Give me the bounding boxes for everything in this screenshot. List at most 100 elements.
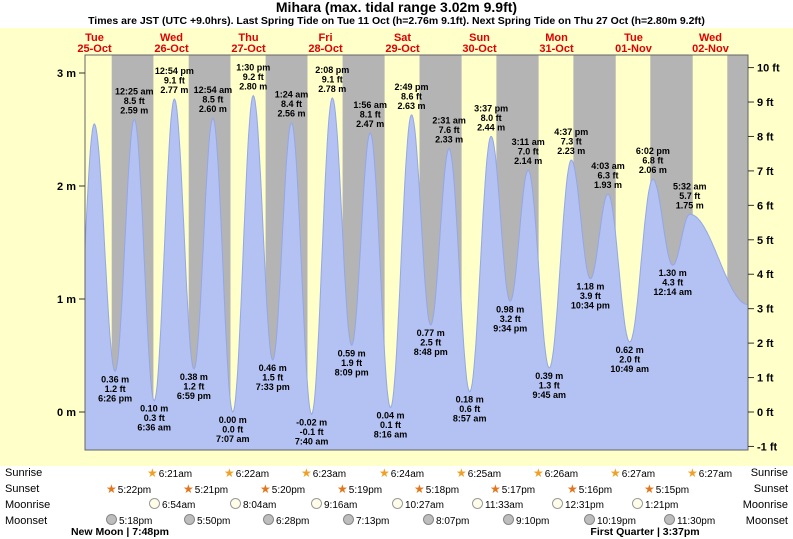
astro-times-panel: Sunrise Sunrise ★6:21am ★6:22am ★6:23am ★6:24…	[0, 466, 793, 539]
moon-phase-label: First Quarter | 3:37pm	[590, 526, 700, 538]
moonset-time: 10:19pm	[584, 514, 636, 529]
sunset-star-icon: ★	[490, 482, 501, 496]
moonrise-circle-icon	[149, 498, 160, 509]
moonset-time: 7:13pm	[343, 514, 389, 529]
tide-label-line: 8.0 ft	[481, 113, 502, 123]
sunset-star-icon: ★	[414, 482, 425, 496]
tide-high-label: 4:37 pm7.3 ft2.23 m	[554, 127, 588, 156]
moonset-circle-icon	[263, 514, 274, 525]
tide-chart-svg: Tue25-OctWed26-OctThu27-OctFri28-OctSat2…	[57, 32, 780, 454]
sunrise-star-icon: ★	[301, 466, 312, 480]
tide-label-line: 8:48 pm	[414, 347, 448, 357]
y-axis-right-label: -1 ft	[757, 441, 778, 453]
tide-high-label: 2:08 pm9.1 ft2.78 m	[315, 65, 349, 94]
tide-label-line: 4:37 pm	[554, 127, 588, 137]
tide-label-line: 6:59 pm	[177, 391, 211, 401]
axes: 3 m 2 m 1 m 0 m 10 ft 9 ft 8 ft 7 ft 6 ft 5 ft 4 f…	[57, 63, 780, 454]
y-axis-right-label: 6 ft	[757, 200, 774, 212]
sunset-star-icon: ★	[260, 482, 271, 496]
tide-label-line: 0.1 ft	[380, 420, 401, 430]
sunset-caption-left: Sunset	[5, 483, 40, 495]
tide-label-line: 0.77 m	[417, 328, 445, 338]
day-label-weekday: Mon	[545, 32, 568, 44]
moon-phase-label: New Moon | 7:48pm	[70, 526, 170, 538]
astro-row-sunset: Sunset Sunset ★5:22pm ★5:21pm ★5:20pm ★5:19pm…	[0, 482, 793, 498]
tide-label-line: 12:25 am	[115, 86, 154, 96]
sunset-time: ★5:20pm	[260, 482, 306, 496]
tide-label-line: 9.1 ft	[164, 76, 185, 86]
tide-label-line: 0.10 m	[140, 404, 168, 414]
tide-label-line: 0.0 ft	[222, 425, 243, 435]
chart-subtitle: Times are JST (UTC +9.0hrs). Last Spring…	[88, 15, 705, 27]
tide-label-line: 1.30 m	[659, 268, 687, 278]
sunset-time: ★5:15pm	[644, 482, 690, 496]
tide-label-line: 7.0 ft	[518, 147, 539, 157]
moonset-circle-icon	[106, 514, 117, 525]
tide-label-line: 7.3 ft	[561, 137, 582, 147]
tide-label-line: 3:37 pm	[474, 103, 508, 113]
plot-border	[84, 54, 749, 451]
y-axis-left-label: 2 m	[57, 181, 76, 193]
tide-label-line: 7:07 am	[216, 434, 250, 444]
tide-high-label: 12:25 am8.5 ft2.59 m	[115, 86, 154, 115]
moonset-time: 8:07pm	[423, 514, 469, 529]
sunset-time: ★5:19pm	[337, 482, 383, 496]
sunrise-time: ★6:23am	[301, 466, 347, 480]
tide-label-line: 1.3 ft	[539, 380, 560, 390]
y-axis-right-label: 3 ft	[757, 304, 774, 316]
moonset-time: 5:18pm	[106, 514, 152, 529]
tide-low-label: 0.10 m0.3 ft6:36 am	[137, 404, 171, 433]
moonrise-circle-icon	[311, 498, 322, 509]
tide-label-line: 2.06 m	[639, 165, 667, 175]
tide-high-label: 12:54 pm9.1 ft2.77 m	[155, 66, 194, 95]
tide-label-line: 6:36 am	[137, 423, 171, 433]
sunrise-caption-right: Sunrise	[750, 467, 788, 479]
moonset-circle-icon	[343, 514, 354, 525]
tide-label-line: 0.00 m	[219, 415, 247, 425]
tide-label-line: 3.9 ft	[580, 291, 601, 301]
day-label-date: 30-Oct	[462, 43, 497, 55]
tide-low-label: 0.04 m0.1 ft8:16 am	[374, 411, 408, 440]
moonrise-time: 12:31pm	[552, 498, 604, 513]
tide-curve-line	[84, 94, 748, 416]
tide-label-line: 8.4 ft	[281, 99, 302, 109]
day-label-date: 02-Nov	[692, 43, 730, 55]
tide-low-label: 0.39 m1.3 ft9:45 am	[533, 371, 567, 400]
tide-label-line: 2.14 m	[514, 156, 542, 166]
sunrise-caption-left: Sunrise	[5, 467, 43, 479]
tide-label-line: 8.1 ft	[360, 109, 381, 119]
chart-header: Mihara (max. tidal range 3.02m 9.9ft) Ti…	[0, 0, 793, 28]
tide-label-line: 1:24 am	[275, 90, 309, 100]
y-axis-right-label: 5 ft	[757, 235, 774, 247]
tide-label-line: 0.59 m	[338, 348, 366, 358]
tide-label-line: 6.8 ft	[642, 156, 663, 166]
sunset-star-icon: ★	[106, 482, 117, 496]
tide-label-line: 2.5 ft	[420, 338, 441, 348]
moonrise-circle-icon	[230, 498, 241, 509]
tide-label-line: 2:31 am	[432, 116, 466, 126]
sunset-time: ★5:16pm	[567, 482, 613, 496]
tide-label-line: 5.7 ft	[679, 191, 700, 201]
day-label-date: 01-Nov	[615, 43, 653, 55]
sunset-caption-right: Sunset	[753, 483, 788, 495]
sunset-star-icon: ★	[337, 482, 348, 496]
day-label-weekday: Wed	[699, 32, 722, 44]
moonset-time: 9:10pm	[503, 514, 549, 529]
sunrise-time: ★6:27am	[687, 466, 733, 480]
moonrise-caption-right: Moonrise	[742, 499, 788, 511]
astro-row-sunrise: Sunrise Sunrise ★6:21am ★6:22am ★6:23am ★6:24…	[0, 466, 793, 482]
tide-label-line: 6.3 ft	[597, 170, 618, 180]
tide-label-line: 4:03 am	[591, 161, 625, 171]
tide-label-line: 1.2 ft	[105, 384, 126, 394]
tide-label-line: 0.3 ft	[144, 413, 165, 423]
tide-label-line: 5:32 am	[673, 181, 707, 191]
day-label-weekday: Fri	[318, 32, 332, 44]
tide-label-line: 2:49 pm	[394, 82, 428, 92]
moonrise-circle-icon	[632, 498, 643, 509]
tide-label-line: 2.78 m	[318, 84, 346, 94]
y-axis-left-label: 1 m	[57, 294, 76, 306]
tide-label-line: 2.60 m	[199, 104, 227, 114]
tide-high-label: 2:49 pm8.6 ft2.63 m	[394, 82, 428, 111]
tide-label-line: 2.59 m	[120, 105, 148, 115]
tide-label-line: 9:34 pm	[493, 323, 527, 333]
